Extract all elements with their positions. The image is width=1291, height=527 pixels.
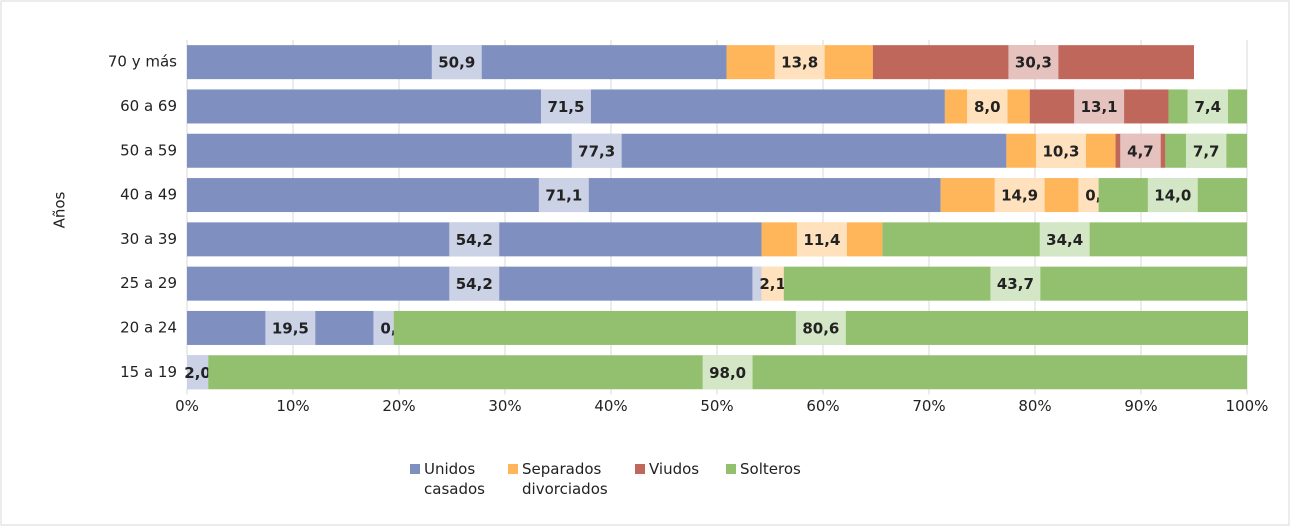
label-bg [702,355,753,390]
value-label: 71,5 [547,98,584,116]
label-bg [774,45,825,80]
legend-swatch [508,464,518,474]
value-label: 14,0 [1154,187,1191,205]
legend-swatch [726,464,736,474]
y-tick-label: 60 a 69 [120,97,177,115]
legend-swatch [410,464,420,474]
y-tick-label: 40 a 49 [120,186,177,204]
x-tick-label: 60% [806,397,839,415]
label-bg [1035,133,1086,168]
label-bg [967,89,1008,124]
value-label: 54,2 [456,275,493,293]
value-label: 2,0 [184,364,211,382]
label-bg [449,266,500,301]
value-label: 7,7 [1193,142,1220,160]
label-bg [265,310,316,345]
label-bg [994,178,1045,213]
label-bg [571,133,622,168]
y-tick-label: 70 y más [108,53,177,71]
label-bg [1039,222,1090,257]
y-tick-label: 20 a 24 [120,318,177,336]
value-label: 14,9 [1001,187,1038,205]
label-bg [431,45,482,80]
value-label: 2,1 [759,275,786,293]
x-tick-label: 50% [700,397,733,415]
legend-swatch [635,464,645,474]
x-tick-label: 70% [912,397,945,415]
value-label: 10,3 [1042,142,1079,160]
value-label: 11,4 [803,231,840,249]
legend-item: Solteros [726,459,830,499]
label-bg [540,89,591,124]
x-tick-label: 20% [382,397,415,415]
label-bg [1187,89,1229,124]
x-tick-label: 100% [1226,397,1269,415]
y-tick-label: 30 a 39 [120,230,177,248]
label-bg [449,222,500,257]
value-label: 34,4 [1046,231,1083,249]
legend-label: Solteros [740,460,801,478]
legend-item: Viudos [635,459,714,499]
value-label: 30,3 [1015,54,1052,72]
label-bg [1008,45,1059,80]
label-bg [1147,178,1198,213]
x-tick-label: 90% [1124,397,1157,415]
value-label: 13,1 [1081,98,1118,116]
value-label: 80,6 [802,319,839,337]
label-bg [1120,133,1161,168]
y-axis-title: Años [51,191,69,228]
y-tick-label: 25 a 29 [120,274,177,292]
legend-label: Viudos [649,460,700,478]
label-bg [990,266,1041,301]
legend-item: Separados divorciados [508,459,617,499]
legend-label: Separados divorciados [522,460,608,498]
label-bg [1074,89,1125,124]
value-label: 98,0 [709,364,746,382]
label-bg [796,222,847,257]
value-label: 13,8 [781,54,818,72]
value-label: 7,4 [1194,98,1221,116]
x-tick-label: 10% [276,397,309,415]
x-tick-label: 0% [175,397,199,415]
value-label: 43,7 [997,275,1034,293]
y-tick-label: 50 a 59 [120,141,177,159]
label-bg [795,310,846,345]
label-bg [1185,133,1227,168]
value-label: 50,9 [438,54,475,72]
value-label: 71,1 [545,187,582,205]
value-label: 4,7 [1127,142,1154,160]
label-bg [538,178,589,213]
x-tick-label: 30% [488,397,521,415]
value-label: 54,2 [456,231,493,249]
x-tick-label: 40% [594,397,627,415]
value-label: 8,0 [974,98,1001,116]
value-label: 77,3 [578,142,615,160]
legend-label: Unidos casados [424,460,485,498]
legend: Unidos casados Separados divorciados Viudo… [410,459,842,499]
x-tick-label: 80% [1018,397,1051,415]
legend-item: Unidos casados [410,459,494,499]
value-label: 19,5 [272,319,309,337]
y-tick-label: 15 a 19 [120,363,177,381]
